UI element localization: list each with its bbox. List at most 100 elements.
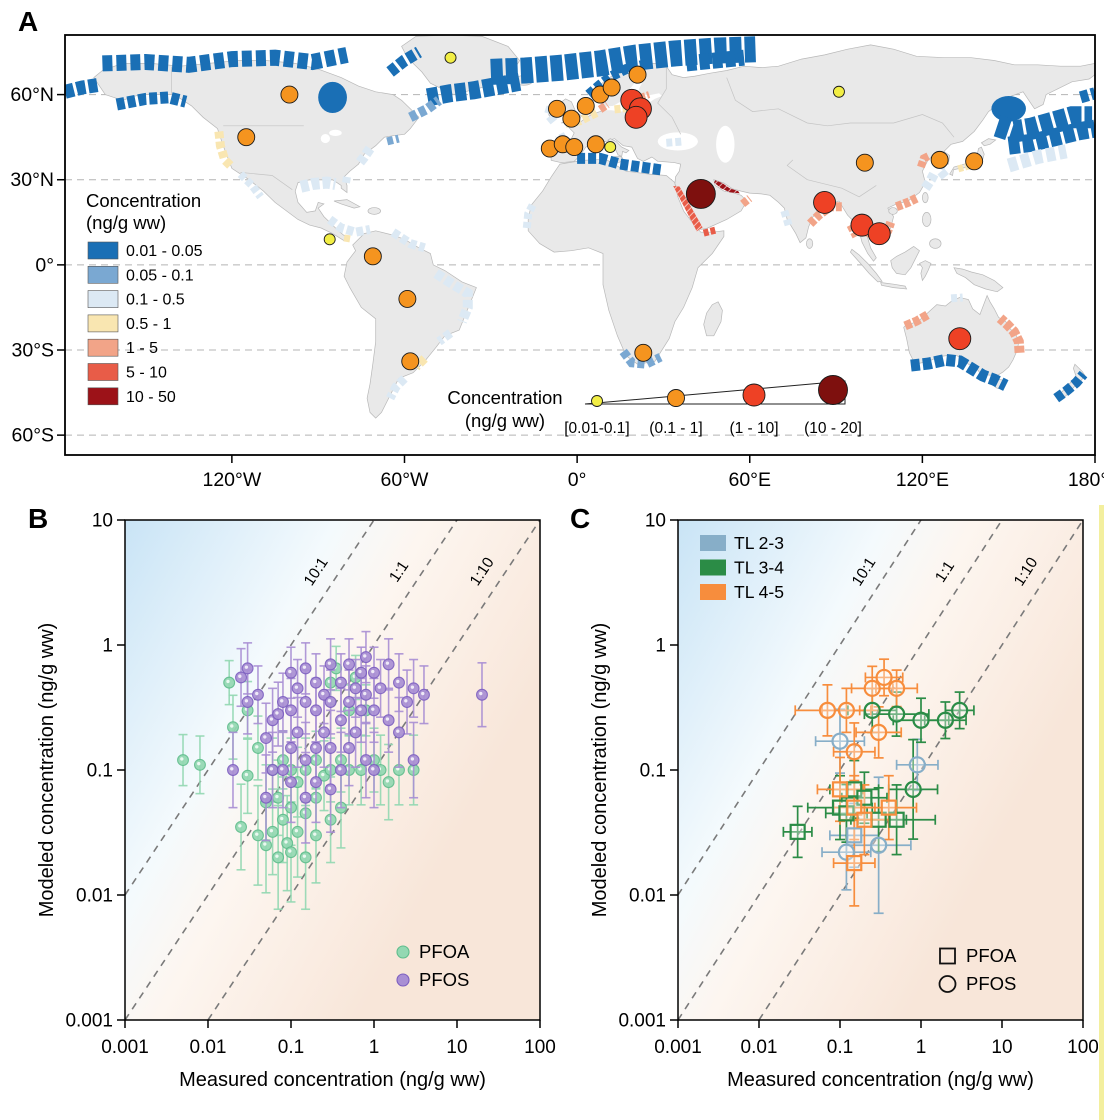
y-tick-label: 0.01 — [76, 886, 113, 907]
map-x-tick-label: 120°W — [202, 469, 261, 491]
map-y-tick-label: 60°S — [12, 425, 55, 447]
map-y-tick-label: 60°N — [10, 84, 54, 106]
data-point-pfoa — [846, 854, 863, 872]
map-x-tick-label: 120°E — [896, 469, 949, 491]
sample-site-marker — [398, 289, 417, 308]
x-tick-label: 1 — [916, 1037, 927, 1058]
coastal-concentration-cells — [685, 49, 745, 72]
series-legend: PFOA PFOS — [396, 941, 470, 990]
data-point-pfos — [837, 701, 856, 719]
data-point-pfoa — [831, 781, 849, 798]
coastal-concentration-cells — [408, 96, 442, 122]
data-point-pfos — [951, 701, 969, 719]
x-tick-label: 100 — [1067, 1037, 1098, 1058]
world-map-panel: Concentration(ng/g ww)0.01 - 0.050.05 - … — [10, 34, 1104, 491]
y-axis-title: Modeled concentration (ng/g ww) — [36, 623, 58, 918]
x-axis-title: Measured concentration (ng/g ww) — [179, 1069, 486, 1091]
size-legend-title: Concentration — [447, 387, 562, 408]
data-point-pfos — [912, 711, 930, 729]
data-point-pfos — [863, 701, 881, 719]
reference-line — [758, 519, 1084, 1021]
coastal-concentration-cells — [386, 375, 408, 401]
tl-legend-label: TL 4-5 — [734, 582, 784, 602]
coastal-concentration-cells — [327, 215, 371, 237]
x-tick-label: 0.001 — [101, 1037, 149, 1058]
data-point-pfos — [870, 836, 888, 854]
coastal-concentration-cells — [993, 106, 1093, 143]
size-legend-bin-label: (1 - 10] — [729, 420, 778, 437]
color-legend-title: Concentration — [86, 190, 201, 211]
x-tick-label: 0.1 — [827, 1037, 853, 1058]
tl-legend-swatch — [700, 559, 726, 576]
svg-text:(ng/g ww): (ng/g ww) — [465, 410, 545, 431]
map-frame — [64, 34, 1096, 456]
legend-class-label: 1 - 5 — [126, 340, 158, 357]
coastal-concentration-cells — [214, 131, 236, 171]
coastal-concentration-cells — [740, 195, 753, 208]
svg-text:(ng/g ww): (ng/g ww) — [86, 212, 166, 233]
size-legend-bin-label: (0.1 - 1] — [649, 420, 702, 437]
sample-site-marker — [586, 135, 605, 154]
shape-legend-label: PFOS — [966, 973, 1016, 994]
tl-legend-label: TL 3-4 — [734, 558, 784, 578]
y-tick-label: 1 — [655, 636, 666, 657]
data-point-pfos — [870, 723, 888, 741]
series-pfos — [227, 630, 488, 844]
sample-site-marker — [624, 105, 648, 129]
coastal-concentration-cells — [354, 145, 375, 168]
coastal-concentration-cells — [102, 47, 349, 73]
concentration-fill — [318, 81, 347, 114]
sample-site-marker — [628, 65, 647, 84]
legend-class-label: 10 - 50 — [126, 389, 176, 406]
tl-legend-swatch — [700, 584, 726, 600]
x-tick-label: 10 — [446, 1037, 467, 1058]
coastal-concentration-cells — [1007, 119, 1095, 155]
plot-background — [678, 520, 1083, 1020]
coastal-concentration-cells — [917, 151, 932, 169]
legend-series-label: PFOS — [419, 969, 469, 990]
map-y-tick-label: 30°S — [12, 340, 55, 362]
legend-marker — [396, 945, 410, 959]
sample-site-marker — [602, 78, 621, 97]
coastal-concentration-cells — [65, 77, 101, 99]
map-geography — [65, 35, 1095, 436]
coastal-concentration-cells — [894, 194, 919, 211]
sample-site-marker — [948, 327, 972, 351]
data-point-pfoa — [846, 799, 863, 816]
sample-site-marker — [685, 178, 716, 209]
map-y-tick-label: 0° — [35, 254, 54, 276]
x-tick-label: 1 — [369, 1037, 380, 1058]
size-legend-bin-label: [0.01-0.1] — [564, 420, 630, 437]
sample-site-marker — [565, 138, 584, 157]
legend-class-label: 0.5 - 1 — [126, 316, 171, 333]
data-point-pfos — [875, 668, 893, 687]
data-point-pfos — [904, 780, 922, 798]
coastal-concentration-cells — [564, 108, 600, 128]
sample-site-marker — [444, 51, 457, 64]
legend-swatch — [87, 387, 119, 406]
sample-site-marker — [363, 247, 382, 266]
panel-a-label: A — [18, 6, 39, 37]
data-point-pfos — [936, 711, 954, 729]
legend-class-label: 0.01 - 0.05 — [126, 243, 203, 260]
data-point-pfoa — [846, 827, 863, 844]
data-point-pfos — [888, 679, 906, 697]
coastal-concentration-cells — [1006, 144, 1068, 173]
sample-site-marker — [562, 109, 581, 128]
shape-legend: PFOA PFOS — [938, 945, 1017, 994]
coastal-concentration-cells — [903, 310, 931, 331]
panel-b-label: B — [28, 503, 49, 534]
sample-site-marker — [280, 85, 299, 104]
reference-line — [677, 519, 1003, 1021]
map-size-legend: Concentration(ng/g ww) [0.01-0.1] (0.1 - 1… — [447, 375, 862, 437]
data-point-pfoa — [856, 811, 873, 828]
y-tick-label: 0.1 — [640, 761, 666, 782]
legend-marker — [396, 973, 410, 987]
legend-series-label: PFOA — [419, 941, 470, 962]
x-tick-label: 0.001 — [654, 1037, 702, 1058]
reference-line — [677, 519, 922, 896]
sample-site-marker — [867, 222, 891, 246]
legend-swatch — [87, 241, 119, 260]
